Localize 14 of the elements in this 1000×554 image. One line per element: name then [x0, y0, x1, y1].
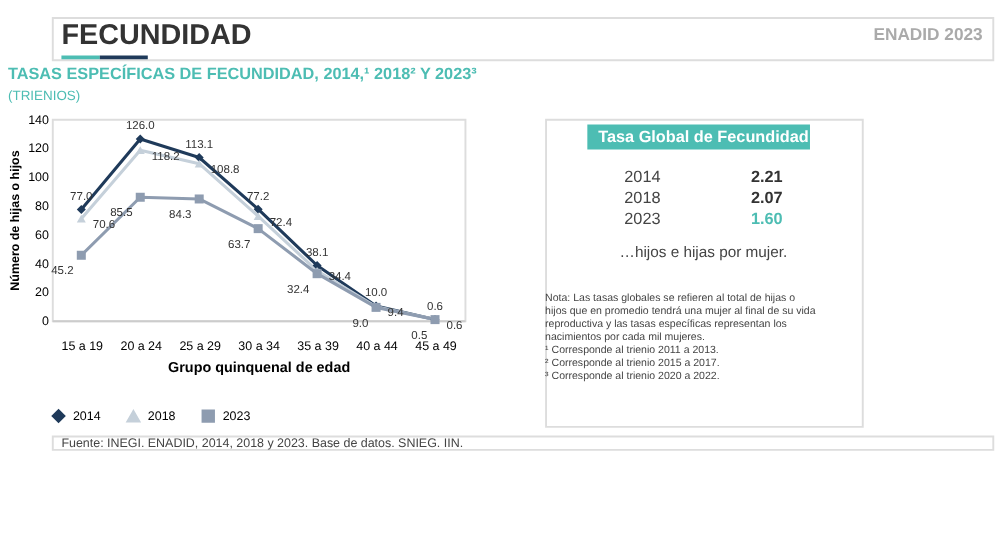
- point: [76, 214, 86, 223]
- text: ENADID 2023: [873, 24, 984, 45]
- point: [312, 260, 322, 270]
- point: [76, 250, 86, 260]
- point: [253, 204, 263, 214]
- point: [135, 146, 145, 155]
- point: [76, 204, 86, 214]
- text: …hijos e hijas por mujer.: [619, 242, 788, 261]
- point: [253, 224, 263, 234]
- point: [135, 192, 145, 202]
- text: FECUNDIDAD: [61, 19, 252, 52]
- point: [194, 153, 204, 163]
- point: [194, 194, 204, 204]
- point: [135, 134, 145, 144]
